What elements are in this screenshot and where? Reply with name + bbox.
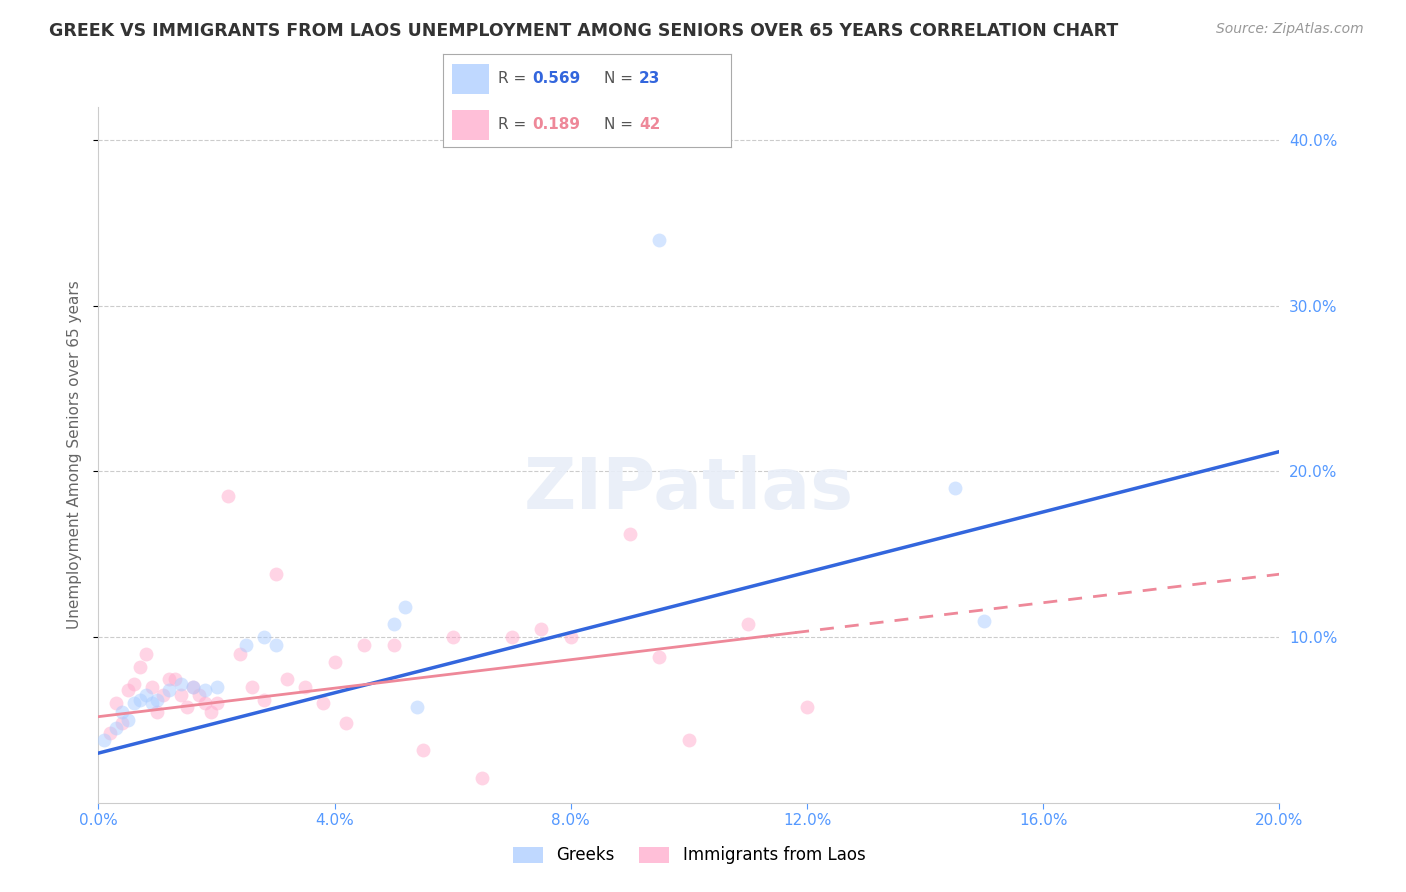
Point [217,489,239,503]
Point [157,683,180,698]
Bar [451,110,489,140]
Point [146,693,169,707]
Point [194,683,217,698]
Point [181,680,204,694]
Point [98,726,121,740]
Text: R =: R = [498,117,531,132]
Point [105,697,128,711]
Point [235,639,257,653]
Point [264,639,287,653]
Point [796,699,818,714]
Text: 0.569: 0.569 [533,71,581,87]
Point [335,716,357,731]
Text: 42: 42 [638,117,661,132]
Point [152,688,174,702]
Point [170,688,193,702]
Point [412,743,434,757]
Point [530,622,553,636]
Point [253,630,276,644]
Text: GREEK VS IMMIGRANTS FROM LAOS UNEMPLOYMENT AMONG SENIORS OVER 65 YEARS CORRELATI: GREEK VS IMMIGRANTS FROM LAOS UNEMPLOYME… [49,22,1118,40]
Point [122,676,145,690]
Point [323,655,346,669]
Text: 23: 23 [638,71,661,87]
Text: 0.189: 0.189 [533,117,581,132]
Point [394,600,416,615]
Point [141,680,163,694]
Point [187,688,209,702]
Text: ZIPatlas: ZIPatlas [524,455,853,524]
Point [648,233,671,247]
Point [170,676,193,690]
Point [128,660,150,674]
Point [471,771,494,785]
Point [205,697,228,711]
Point [240,680,263,694]
Point [122,697,145,711]
Point [205,680,228,694]
Point [294,680,316,694]
Point [264,567,287,582]
Point [560,630,582,644]
Point [117,683,139,698]
Point [117,713,139,727]
Point [157,672,180,686]
Point [135,647,157,661]
Text: Source: ZipAtlas.com: Source: ZipAtlas.com [1216,22,1364,37]
Text: N =: N = [605,71,638,87]
Point [194,697,217,711]
Point [253,693,276,707]
Point [200,705,222,719]
Bar [451,64,489,94]
Point [146,705,169,719]
Point [648,650,671,665]
Point [181,680,204,694]
Point [105,721,128,735]
Point [111,716,134,731]
Y-axis label: Unemployment Among Seniors over 65 years: Unemployment Among Seniors over 65 years [67,281,83,629]
Point [678,732,700,747]
Point [176,699,198,714]
Point [619,527,641,541]
Point [141,697,163,711]
Legend: Greeks, Immigrants from Laos: Greeks, Immigrants from Laos [506,839,872,871]
Point [111,705,134,719]
Point [973,614,995,628]
Text: R =: R = [498,71,531,87]
Point [229,647,252,661]
Text: N =: N = [605,117,638,132]
Point [276,672,298,686]
Point [312,697,335,711]
Point [441,630,464,644]
Point [353,639,375,653]
Point [406,699,429,714]
Point [501,630,523,644]
Point [943,481,966,495]
Point [165,672,187,686]
Point [382,639,405,653]
Point [128,693,150,707]
Point [737,616,759,631]
Point [93,732,115,747]
Point [382,616,405,631]
Point [135,688,157,702]
